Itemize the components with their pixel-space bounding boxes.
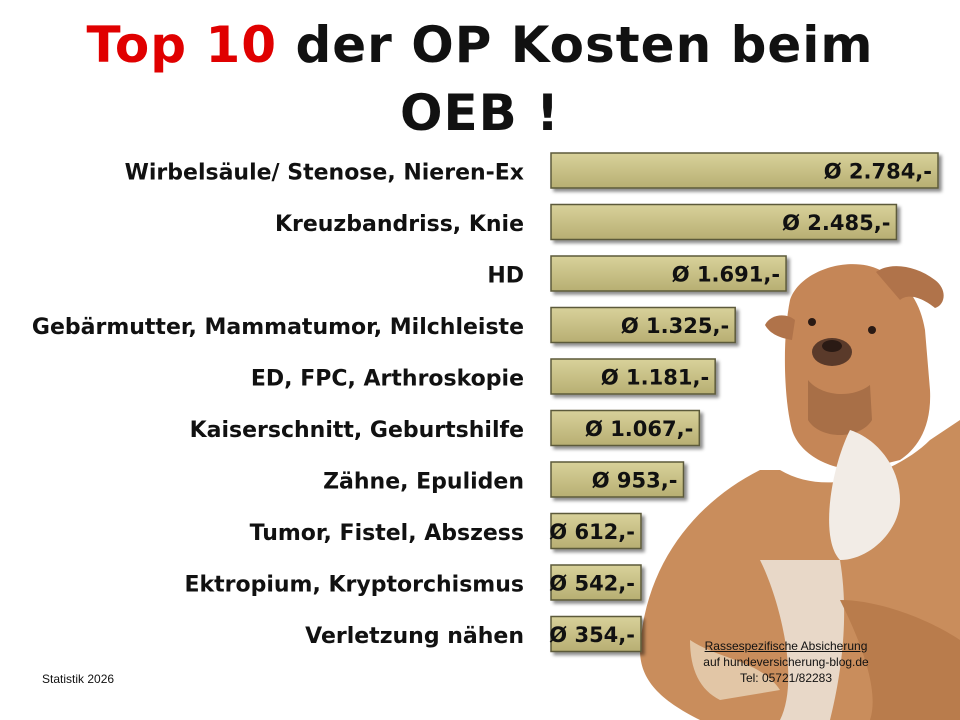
value-label: Ø 2.485,-	[782, 211, 890, 235]
bars	[550, 152, 939, 653]
title-rest: der OP Kosten beim	[277, 16, 874, 74]
value-label: Ø 1.691,-	[672, 263, 780, 287]
bar	[550, 615, 642, 653]
value-label: Ø 2.784,-	[824, 160, 932, 184]
bar	[550, 203, 898, 241]
category-label: HD	[487, 264, 524, 289]
category-labels: Wirbelsäule/ Stenose, Nieren-Ex Kreuzband…	[32, 161, 524, 650]
category-label: Kreuzbandriss, Knie	[275, 212, 524, 237]
category-label: Kaiserschnitt, Geburtshilfe	[190, 418, 524, 443]
value-label: Ø 354,-	[549, 623, 635, 647]
bar	[550, 409, 701, 447]
category-label: Zähne, Epuliden	[323, 470, 524, 495]
value-label: Ø 1.067,-	[585, 417, 693, 441]
contact-info: Rassespezifische Absicherung auf hundeve…	[676, 638, 896, 686]
bar	[550, 255, 787, 292]
bar	[550, 152, 939, 189]
category-label: ED, FPC, Arthroskopie	[251, 367, 524, 392]
bar	[550, 512, 642, 550]
value-label: Ø 542,-	[549, 572, 635, 596]
bar	[550, 358, 716, 395]
category-label: Verletzung nähen	[305, 624, 524, 649]
value-label: Ø 953,-	[592, 469, 678, 493]
contact-line-1: Rassespezifische Absicherung	[704, 639, 868, 653]
value-label: Ø 1.181,-	[601, 366, 709, 390]
value-label: Ø 612,-	[549, 520, 635, 544]
title-accent: Top 10	[86, 16, 278, 74]
value-labels: Ø 2.784,- Ø 2.485,- Ø 1.691,- Ø 1.325,- Ø 1.…	[549, 160, 932, 648]
dog-head	[765, 264, 944, 560]
bar	[550, 564, 642, 601]
category-label: Tumor, Fistel, Abszess	[250, 521, 524, 546]
category-label: Gebärmutter, Mammatumor, Milchleiste	[32, 315, 524, 340]
contact-line-2: auf hundeversicherung-blog.de	[703, 655, 869, 669]
statistik-year: Statistik 2026	[42, 672, 115, 686]
bar	[550, 461, 685, 498]
category-label: Wirbelsäule/ Stenose, Nieren-Ex	[125, 161, 524, 186]
page-title-line1: Top 10 der OP Kosten beim	[0, 20, 960, 70]
contact-line-3: Tel: 05721/82283	[739, 671, 833, 685]
value-label: Ø 1.325,-	[621, 314, 729, 338]
page-title-line2: OEB !	[400, 84, 560, 142]
bar	[550, 306, 736, 344]
category-label: Ektropium, Kryptorchismus	[184, 573, 524, 598]
